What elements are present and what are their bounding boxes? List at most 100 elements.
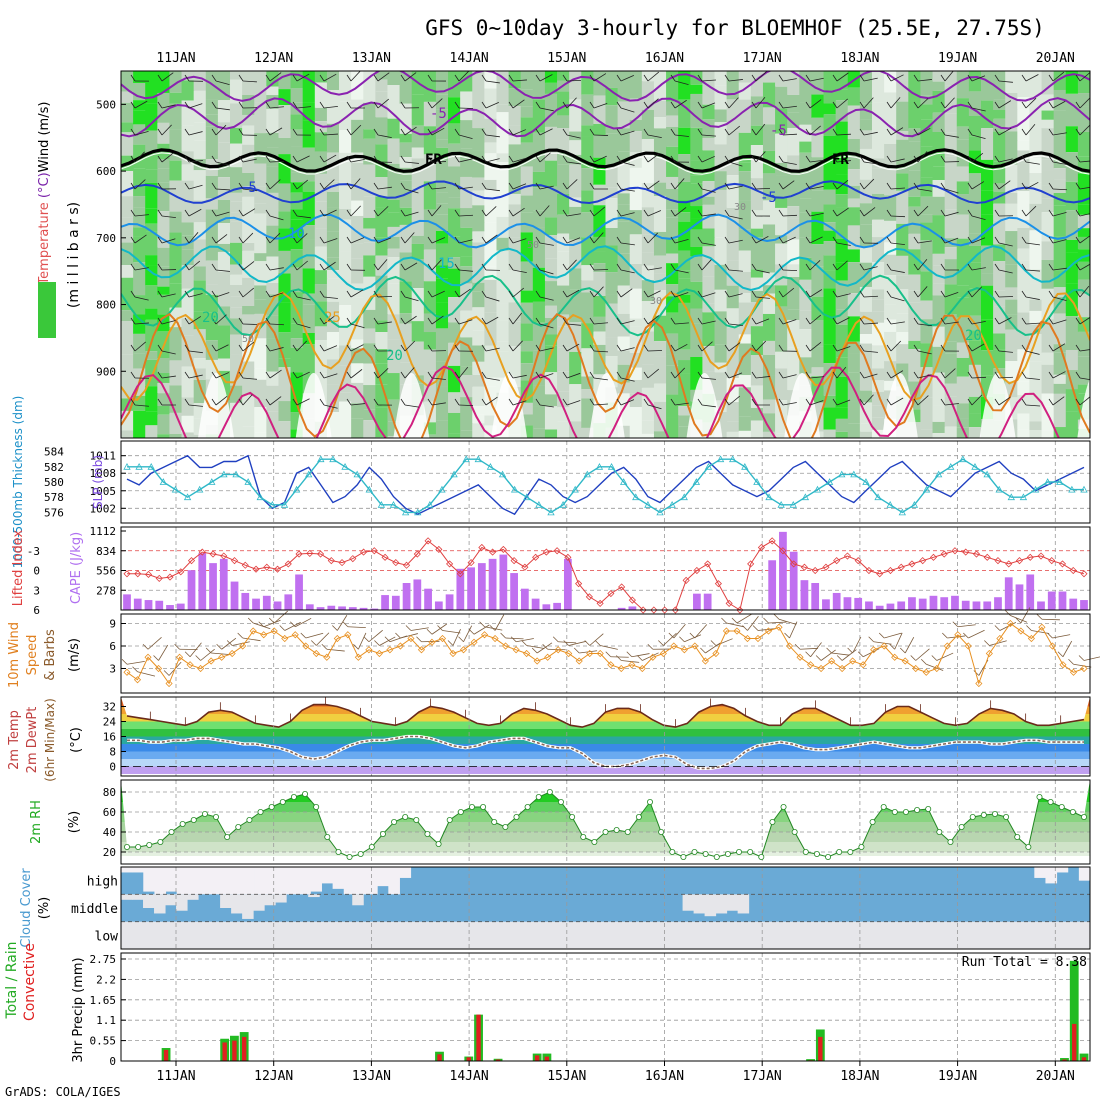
rh-bottom-mask xyxy=(121,856,1090,864)
cloud-clear-cell xyxy=(484,922,496,949)
rh-shade-cell xyxy=(799,153,812,169)
cloud-clear-cell xyxy=(672,922,684,949)
rh-shade-cell xyxy=(739,416,752,431)
rh-shade-cell xyxy=(557,286,570,315)
rh-shade-cell xyxy=(787,310,800,320)
rh-shade-cell xyxy=(799,238,812,258)
rh-point xyxy=(169,829,174,834)
rh-tick-label: 80 xyxy=(103,786,116,799)
cloud-clear-cell xyxy=(650,922,662,949)
rh-shade-cell xyxy=(763,314,776,341)
rh-shade-cell xyxy=(969,263,982,289)
rh-shade-cell xyxy=(145,255,158,265)
cloud-clear-cell xyxy=(1057,867,1069,872)
rh-shade-cell xyxy=(1042,111,1055,120)
cloud-clear-cell xyxy=(903,922,915,949)
cape-bar xyxy=(295,574,303,610)
rh-shade-cell xyxy=(715,274,728,289)
top-date-label: 15JAN xyxy=(547,51,586,66)
cloud-clear-cell xyxy=(143,894,155,908)
rh-shade-cell xyxy=(908,275,921,291)
rh-shade-cell xyxy=(557,372,570,392)
rh-shade-cell xyxy=(993,334,1006,350)
rh-shade-cell xyxy=(460,266,473,283)
rh-shade-cell xyxy=(1005,330,1018,353)
rh-shade-cell xyxy=(957,268,970,285)
cape-bar xyxy=(489,559,497,610)
cloud-clear-cell xyxy=(355,867,367,894)
rh-shade-cell xyxy=(860,149,873,180)
rh-shade-cell xyxy=(993,291,1006,307)
top-date-label: 12JAN xyxy=(254,51,293,66)
rh-point xyxy=(325,834,330,839)
rh-shade-cell xyxy=(351,258,364,284)
rh-shade-cell xyxy=(387,119,400,139)
precip-conv-bar xyxy=(467,1057,471,1061)
cape-bar xyxy=(338,606,346,610)
cloud-clear-cell xyxy=(1034,867,1046,878)
bottom-date-label: 16JAN xyxy=(645,1069,684,1084)
precip-ylabel-conv: Convective xyxy=(22,943,38,1021)
cloud-clear-cell xyxy=(837,922,849,949)
rh-shade-cell xyxy=(509,71,522,88)
cloud-clear-cell xyxy=(661,922,673,949)
millibars-label: (m i l l i b a r s) xyxy=(66,202,82,308)
contour-label: 10 xyxy=(288,226,305,242)
cloud-clear-cell xyxy=(991,922,1003,949)
rh-shade-cell xyxy=(1066,412,1079,445)
li-tick-label: 6 xyxy=(33,604,40,617)
rh-point xyxy=(992,811,997,816)
rh-shade-cell xyxy=(1017,261,1030,293)
rh-shade-cell xyxy=(569,207,582,240)
precip-conv-bar xyxy=(818,1037,822,1061)
rh-shade-cell xyxy=(569,403,582,422)
cape-bar xyxy=(553,603,561,610)
rh-point xyxy=(748,849,753,854)
rh-shade-cell xyxy=(1042,170,1055,186)
rh-point xyxy=(536,794,541,799)
cloud-clear-cell xyxy=(132,867,144,872)
rh-shade-cell xyxy=(206,176,219,198)
rh-shade-cell xyxy=(1005,352,1018,361)
cape-bar xyxy=(209,563,217,610)
pressure-tick-label: 700 xyxy=(96,232,116,245)
precip-conv-bar xyxy=(242,1037,246,1061)
rh-shade-cell xyxy=(254,103,267,134)
rh-shade-cell xyxy=(957,127,970,140)
pressure-tick-label: 900 xyxy=(96,365,116,378)
rh-point xyxy=(503,824,508,829)
cape-bar xyxy=(381,595,389,610)
rh-shade-cell xyxy=(133,196,146,208)
rh-shade-cell xyxy=(460,120,473,148)
rh-shade-cell xyxy=(303,103,316,121)
rh-shade-cell xyxy=(315,108,328,121)
rh-point xyxy=(1015,834,1020,839)
rh-shade-cell xyxy=(908,197,921,207)
rh-shade-cell xyxy=(121,354,134,373)
cloud-clear-cell xyxy=(121,867,133,872)
rh-shade-cell xyxy=(981,71,994,101)
cloud-clear-cell xyxy=(925,922,937,949)
rh-shade-cell xyxy=(884,195,897,221)
rh-shade-cell xyxy=(618,222,631,241)
cloud-clear-cell xyxy=(143,922,155,949)
cape-bar xyxy=(403,583,411,610)
rh-point xyxy=(225,834,230,839)
rh-shade-cell xyxy=(291,348,304,373)
rh-shade-cell xyxy=(739,162,752,171)
low-cloud-mark xyxy=(225,930,236,949)
rh-shade-cell xyxy=(593,251,606,263)
rh-point xyxy=(870,819,875,824)
rh-shade-cell xyxy=(266,386,279,412)
cloud-clear-cell xyxy=(859,922,871,949)
rh-shade-cell xyxy=(896,275,909,289)
rh-shade-cell xyxy=(824,71,837,103)
rh-shade-cell xyxy=(690,230,703,247)
rh-shade-cell xyxy=(666,313,679,334)
rh-shade-cell xyxy=(1029,421,1042,430)
rh-shade-cell xyxy=(799,142,812,153)
rh-shade-cell xyxy=(157,295,170,315)
rh-shade-cell xyxy=(400,143,413,157)
bottom-date-label: 14JAN xyxy=(450,1069,489,1084)
cape-bar xyxy=(327,606,335,610)
